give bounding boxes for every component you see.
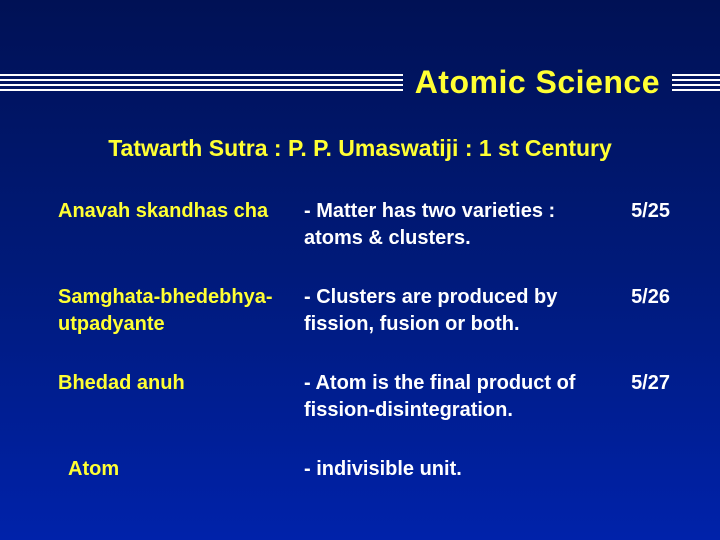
term-text: Anavah skandhas cha: [58, 198, 304, 225]
reference-text: 5/27: [614, 370, 670, 397]
term-text: Atom: [68, 456, 304, 483]
page-title: Atomic Science: [403, 64, 672, 101]
title-band: Atomic Science: [0, 64, 720, 101]
term-text: Bhedad anuh: [58, 370, 304, 397]
rule-lines-left: [0, 74, 403, 91]
definition-text: - indivisible unit.: [304, 456, 614, 483]
content-area: Anavah skandhas cha - Matter has two var…: [58, 198, 670, 515]
definition-row: Anavah skandhas cha - Matter has two var…: [58, 198, 670, 252]
reference-text: 5/26: [614, 284, 670, 311]
definition-row: Atom - indivisible unit.: [68, 456, 670, 483]
definition-text: - Clusters are produced by fission, fusi…: [304, 284, 614, 338]
rule-lines-right: [672, 74, 720, 91]
page-subtitle: Tatwarth Sutra : P. P. Umaswatiji : 1 st…: [0, 135, 720, 162]
term-text: Samghata-bhedebhya- utpadyante: [58, 284, 304, 338]
reference-text: 5/25: [614, 198, 670, 225]
definition-text: - Atom is the final product of fission-d…: [304, 370, 614, 424]
definition-text: - Matter has two varieties : atoms & clu…: [304, 198, 614, 252]
definition-row: Bhedad anuh - Atom is the final product …: [58, 370, 670, 424]
definition-row: Samghata-bhedebhya- utpadyante - Cluster…: [58, 284, 670, 338]
